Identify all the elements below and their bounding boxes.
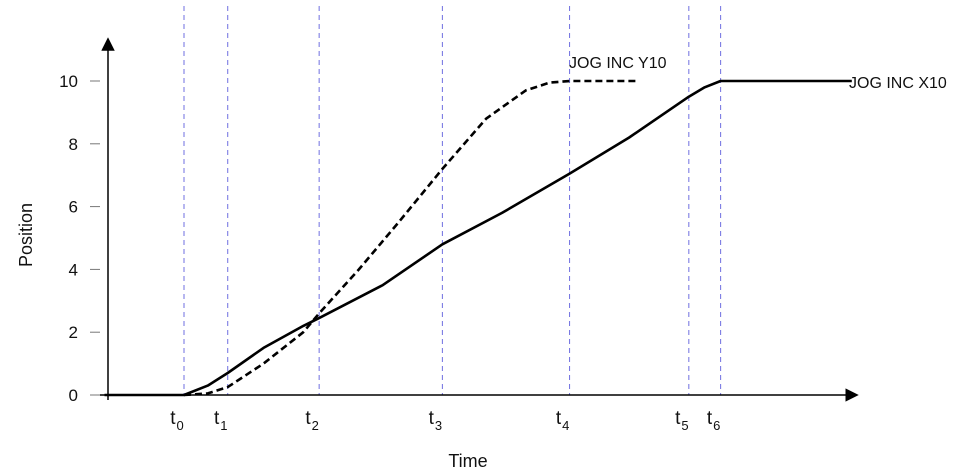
time-marker-label-0: t0 <box>170 408 184 433</box>
y-tick-label: 8 <box>69 135 78 154</box>
y-tick-label: 2 <box>69 323 78 342</box>
series-layer: JOG INC X10 JOG INC Y10 <box>104 55 947 397</box>
y-tick-label: 10 <box>59 72 78 91</box>
y-ticks: 0 2 4 6 8 10 <box>59 72 100 405</box>
time-marker-label-3: t3 <box>429 408 443 433</box>
time-marker-lines <box>183 6 722 395</box>
x-axis-label: Time <box>448 451 487 471</box>
y-tick-label: 0 <box>69 386 78 405</box>
y-axis-label: Position <box>16 203 36 267</box>
axes <box>100 37 859 402</box>
time-marker-labels: t0 t1 t2 t3 t4 t5 t6 <box>170 408 720 433</box>
time-marker-label-2: t2 <box>305 408 319 433</box>
time-marker-label-6: t6 <box>707 408 721 433</box>
time-marker-label-4: t4 <box>556 408 570 433</box>
series-label-1: JOG INC Y10 <box>569 55 667 72</box>
y-tick-label: 4 <box>69 260 78 279</box>
y-tick-label: 6 <box>69 198 78 217</box>
series-line-0 <box>104 79 852 397</box>
time-marker-label-5: t5 <box>675 408 689 433</box>
time-marker-label-1: t1 <box>214 408 228 433</box>
series-line-1 <box>183 79 638 397</box>
series-label-0: JOG INC X10 <box>849 75 947 92</box>
